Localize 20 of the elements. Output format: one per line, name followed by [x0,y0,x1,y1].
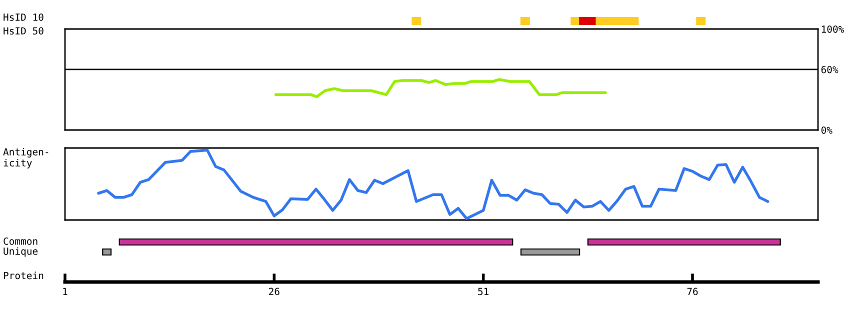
x-tick-label: 76 [687,288,698,296]
bar [412,16,422,26]
y-tick-label: 60% [821,66,838,74]
x-axis-title: Protein [4,272,44,280]
bar [570,16,580,26]
x-tick-label: 1 [63,288,68,295]
category-label: Common [4,237,38,245]
bar [596,16,639,26]
x-tick-label: 26 [269,288,280,296]
y-axis-title: HsID 50 [4,27,44,35]
bar [520,16,530,26]
category-label: HsID 10 [4,13,44,21]
y-axis-title: Antigen- icity [3,148,48,168]
y-tick-label: 100% [822,26,844,33]
y-tick-label: 0% [821,126,832,134]
bar [578,16,597,26]
line-series [274,78,607,98]
bar [696,16,706,26]
category-label: Unique [4,247,38,257]
x-tick-label: 51 [478,288,489,296]
